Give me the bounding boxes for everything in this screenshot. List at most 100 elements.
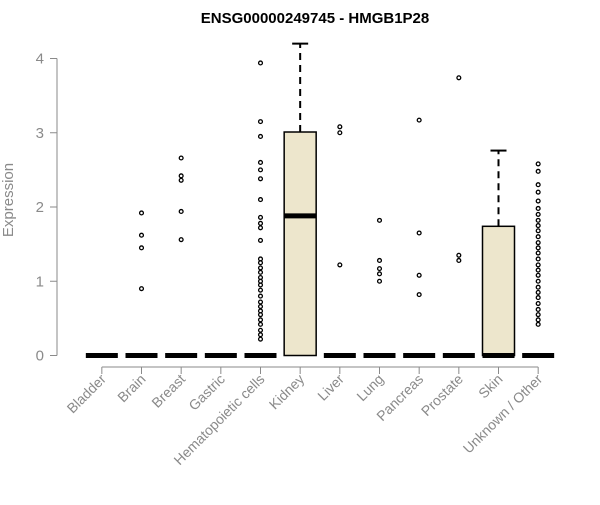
outlier-point [535, 228, 541, 234]
outlier-point [257, 256, 264, 262]
y-tick-label: 1 [36, 273, 44, 290]
outlier-point [535, 284, 541, 290]
outlier-point [535, 295, 541, 301]
outlier-point [535, 205, 541, 212]
outlier-point [257, 321, 264, 327]
outlier-point [138, 232, 145, 238]
chart-title: ENSG00000249745 - HMGB1P28 [201, 10, 429, 27]
outlier-point [257, 167, 264, 173]
outlier-point [456, 75, 462, 81]
outlier-point [138, 286, 145, 292]
outlier-point [456, 252, 462, 258]
outlier-point [535, 198, 541, 204]
outlier-point [535, 289, 541, 295]
outlier-point [535, 317, 541, 323]
outlier-point [376, 217, 383, 223]
outlier-point [535, 278, 541, 284]
outlier-point [535, 211, 541, 217]
outlier-point [416, 272, 422, 278]
outlier-point [535, 217, 541, 223]
outlier-point [257, 299, 264, 305]
outlier-point [257, 176, 264, 182]
outlier-point [376, 278, 383, 284]
outlier-point [416, 230, 422, 236]
outlier-point [257, 308, 264, 314]
outlier-point [376, 266, 383, 272]
y-axis-label: Expression [0, 163, 17, 237]
outlier-point [535, 168, 541, 174]
axes: 0 1 2 3 4 [36, 51, 539, 374]
x-tick-label: Brain [114, 371, 148, 405]
outlier-point [535, 245, 541, 251]
outlier-point [376, 257, 383, 264]
outlier-point [535, 250, 541, 256]
outlier-point [257, 332, 264, 338]
outlier-point [257, 197, 264, 203]
y-tick-label: 0 [36, 348, 44, 365]
outlier-point [535, 256, 541, 262]
x-tick-label: Liver [314, 371, 347, 404]
outlier-point [178, 208, 184, 215]
outlier-point [535, 223, 541, 229]
outlier-point [257, 220, 264, 226]
x-tick-label: Lung [353, 371, 386, 404]
x-tick-label: Bladder [64, 371, 110, 417]
box-rect [481, 225, 516, 357]
outlier-point [535, 234, 541, 240]
outlier-point [535, 272, 541, 278]
outlier-point [257, 237, 264, 243]
outlier-point [257, 214, 264, 220]
outlier-point [535, 161, 541, 167]
outlier-point [535, 240, 541, 246]
outlier-point [257, 119, 264, 125]
x-tick-label: Prostate [418, 371, 466, 419]
outlier-point [257, 274, 264, 281]
outlier-point [257, 159, 264, 166]
outlier-point [535, 300, 541, 307]
outlier-point [257, 133, 264, 140]
outlier-point [535, 306, 541, 313]
outlier-point [416, 292, 422, 298]
box-skin [481, 149, 516, 358]
outlier-point [257, 336, 264, 342]
outlier-point [178, 177, 184, 183]
outlier-point [257, 317, 264, 323]
y-tick-label: 3 [36, 125, 44, 142]
box-kidney [283, 42, 317, 357]
outlier-point [257, 265, 264, 271]
outlier-point [535, 189, 541, 195]
outlier-point [257, 225, 264, 231]
outlier-point [535, 267, 541, 273]
outlier-point [337, 130, 343, 136]
x-tick-label: Skin [475, 371, 506, 402]
outlier-point [535, 321, 541, 327]
outlier-point [257, 287, 264, 293]
box-rect [283, 131, 317, 357]
x-tick-label: Breast [148, 371, 188, 411]
outlier-point [178, 155, 184, 161]
outlier-point [138, 210, 145, 216]
outlier-point [138, 245, 145, 251]
outlier-point [456, 257, 462, 264]
outlier-point [337, 262, 343, 268]
outlier-point [178, 173, 184, 179]
outlier-point [257, 303, 264, 310]
outlier-point [257, 293, 264, 299]
outlier-point [178, 237, 184, 243]
outlier-point [535, 182, 541, 188]
outlier-point [416, 117, 422, 123]
outlier-point [257, 327, 264, 333]
x-tick-label: Kidney [266, 371, 308, 413]
outlier-point [337, 124, 343, 130]
y-tick-label: 4 [36, 51, 44, 68]
outlier-point [257, 60, 264, 66]
boxes-layer [85, 42, 555, 358]
outlier-point [257, 269, 264, 275]
y-tick-label: 2 [36, 199, 44, 216]
outlier-point [376, 271, 383, 277]
outlier-point [535, 312, 541, 318]
outliers-layer [138, 60, 541, 342]
